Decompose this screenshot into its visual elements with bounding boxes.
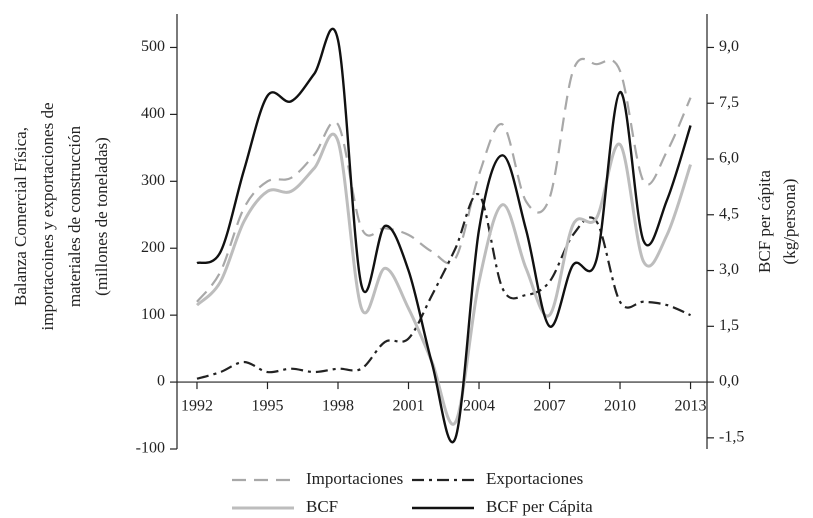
- y-axis-label: materiales de construcción: [65, 125, 84, 307]
- legend-label: BCF per Cápita: [486, 497, 593, 516]
- y2-tick-label: 4,5: [719, 205, 739, 222]
- y-axis-label: (millones de toneladas): [92, 137, 111, 296]
- y-tick-label: 100: [141, 306, 165, 323]
- y2-axis-label: BCF per cápita: [755, 170, 774, 273]
- legend-label: Importaciones: [306, 469, 403, 488]
- x-tick-label: 2010: [604, 398, 636, 415]
- y2-tick-label: 7,5: [719, 94, 739, 111]
- x-tick-label: 1998: [322, 398, 354, 415]
- y-tick-label: 300: [141, 172, 165, 189]
- y-tick-label: -100: [136, 440, 165, 457]
- series-line: [196, 193, 691, 380]
- series-line: [195, 132, 692, 426]
- x-tick-label: 1992: [181, 398, 213, 415]
- y-tick-label: 400: [141, 105, 165, 122]
- x-tick-label: 2013: [675, 398, 707, 415]
- y2-axis-label: (kg/persona): [780, 179, 799, 265]
- y-tick-label: 200: [141, 239, 165, 256]
- y2-tick-label: 6,0: [719, 150, 739, 167]
- y-axis-label: importacoines y exportaciones de: [38, 102, 57, 330]
- legend-label: BCF: [306, 497, 338, 516]
- series-line: [196, 27, 692, 444]
- y2-tick-label: 9,0: [719, 38, 739, 55]
- y2-tick-label: 0,0: [719, 373, 739, 390]
- y2-tick-label: 1,5: [719, 317, 739, 334]
- x-tick-label: 1995: [251, 398, 283, 415]
- series-line: [196, 57, 692, 303]
- x-tick-label: 2004: [463, 398, 495, 415]
- y-axis-label: Balanza Comercial Física,: [11, 127, 30, 306]
- y-tick-label: 0: [157, 373, 165, 390]
- y2-tick-label: 3,0: [719, 261, 739, 278]
- y2-tick-label: -1,5: [719, 429, 744, 446]
- x-tick-label: 2007: [534, 398, 566, 415]
- x-tick-label: 2001: [393, 398, 425, 415]
- legend-label: Exportaciones: [486, 469, 583, 488]
- y-tick-label: 500: [141, 38, 165, 55]
